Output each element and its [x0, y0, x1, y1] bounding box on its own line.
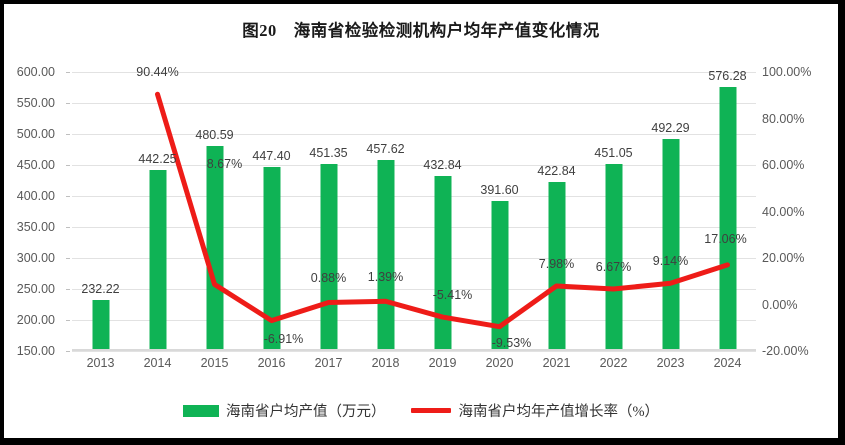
bar[interactable] [149, 169, 166, 351]
bar-value-label: 451.05 [594, 146, 633, 161]
y-axis-right-tick: 0.00% [762, 297, 798, 312]
x-axis-tick: 2021 [542, 356, 571, 370]
chart-legend: 海南省户均产值（万元） 海南省户均年产值增长率（%） [4, 400, 838, 421]
bar-value-label: 447.40 [252, 148, 291, 163]
y-axis-left-tick: 550.00 [16, 96, 55, 110]
x-axis-tick: 2020 [485, 356, 514, 370]
bar[interactable] [263, 166, 280, 351]
bar[interactable] [92, 300, 109, 351]
gridline [72, 196, 756, 197]
bar[interactable] [491, 201, 508, 351]
gridline [72, 351, 756, 352]
gridline [72, 165, 756, 166]
x-axis-tick: 2018 [371, 356, 400, 370]
line-value-label: 8.67% [206, 157, 243, 172]
line-value-label: -5.41% [432, 288, 473, 303]
y-axis-left-tick: 250.00 [16, 282, 55, 296]
gridline [72, 320, 756, 321]
gridline [72, 103, 756, 104]
y-axis-right-tick: 20.00% [762, 251, 805, 265]
bar[interactable] [719, 86, 736, 351]
x-axis-tick: 2014 [143, 356, 172, 370]
bar-value-label: 442.25 [138, 151, 177, 166]
x-axis-tick: 2016 [257, 356, 286, 370]
legend-bar-swatch-icon [182, 404, 219, 417]
gridline [72, 134, 756, 135]
bar[interactable] [662, 138, 679, 351]
bar-value-label: 457.62 [366, 142, 405, 157]
gridline [72, 72, 756, 73]
y-axis-right-tick: 40.00% [762, 204, 805, 219]
y-axis-left-tick: 600.00 [16, 65, 55, 79]
bar[interactable] [605, 164, 622, 351]
line-value-label: -6.91% [263, 331, 304, 346]
line-value-label: 0.88% [310, 271, 347, 286]
gridline [72, 258, 756, 259]
line-value-label: -9.53% [491, 335, 532, 350]
bar-value-label: 480.59 [195, 128, 234, 143]
y-axis-left-tickmark [66, 134, 70, 135]
x-axis-tick: 2023 [656, 356, 685, 370]
bar-value-label: 492.29 [651, 120, 690, 135]
gridline [72, 227, 756, 228]
x-axis-tick: 2019 [428, 356, 457, 370]
y-axis-left-tick: 500.00 [16, 127, 55, 141]
line-value-label: 7.98% [538, 256, 575, 271]
legend-label-bar: 海南省户均产值（万元） [225, 404, 386, 420]
legend-item-line[interactable]: 海南省户均年产值增长率（%） [411, 400, 659, 421]
y-axis-left-tick: 400.00 [16, 189, 55, 203]
chart-title: 图20 海南省检验检测机构户均年产值变化情况 [242, 21, 600, 40]
plot-area: 90.44% 8.67% -6.91% 0.88% 1.39% -5.41% -9.53% 7… [72, 65, 756, 352]
bar-value-label: 432.84 [423, 157, 462, 172]
y-axis-right-tick: 80.00% [762, 111, 805, 126]
bar[interactable] [206, 146, 223, 351]
y-axis-left-tick: 150.00 [16, 344, 55, 358]
bar-value-label: 232.22 [81, 282, 120, 297]
line-value-label: 17.06% [704, 231, 747, 246]
line-value-label: 90.44% [136, 65, 179, 80]
gridline [72, 289, 756, 290]
y-axis-left-tickmark [66, 258, 70, 259]
line-series [155, 91, 730, 330]
legend-line-swatch-icon [411, 408, 452, 413]
y-axis-left-tick: 200.00 [16, 313, 55, 327]
x-axis-tick: 2015 [200, 356, 229, 370]
bar[interactable] [434, 175, 451, 351]
line-value-label: 9.14% [652, 254, 689, 269]
y-axis-left-tickmark [66, 103, 70, 104]
y-axis-right-tick: 60.00% [762, 158, 805, 172]
line-value-label: 1.39% [367, 270, 404, 285]
bar-value-label: 451.35 [309, 146, 348, 161]
x-axis-tick: 2022 [599, 356, 628, 370]
chart-figure: 图20 海南省检验检测机构户均年产值变化情况 150.00 200.00 250.0… [4, 4, 838, 438]
bar-value-label: 576.28 [708, 68, 747, 83]
legend-item-bar[interactable]: 海南省户均产值（万元） [182, 400, 386, 421]
y-axis-right-tick: -20.00% [762, 344, 809, 358]
y-axis-left-tick: 350.00 [16, 220, 55, 234]
bar-value-label: 422.84 [537, 163, 576, 178]
y-axis-left-tickmark [66, 196, 70, 197]
line-value-label: 6.67% [595, 259, 632, 274]
y-axis-left-tick: 300.00 [16, 251, 55, 265]
y-axis-left-tickmark [66, 351, 70, 352]
x-axis-tick: 2024 [713, 356, 742, 370]
growth-rate-line [155, 91, 730, 330]
y-axis-left-tickmark [66, 165, 70, 166]
y-axis-left-tickmark [66, 320, 70, 321]
y-axis-left-tickmark [66, 227, 70, 228]
y-axis-left-tick: 450.00 [16, 158, 55, 172]
x-axis-tick: 2013 [86, 356, 115, 370]
y-axis-left-tickmark [66, 72, 70, 73]
y-axis-right-tick: 100.00% [762, 65, 812, 79]
y-axis-left-tickmark [66, 289, 70, 290]
x-axis-tick: 2017 [314, 356, 343, 370]
bar-value-label: 391.60 [480, 183, 519, 198]
bar[interactable] [548, 181, 565, 351]
x-axis-line [72, 349, 756, 351]
legend-label-line: 海南省户均年产值增长率（%） [458, 404, 660, 420]
